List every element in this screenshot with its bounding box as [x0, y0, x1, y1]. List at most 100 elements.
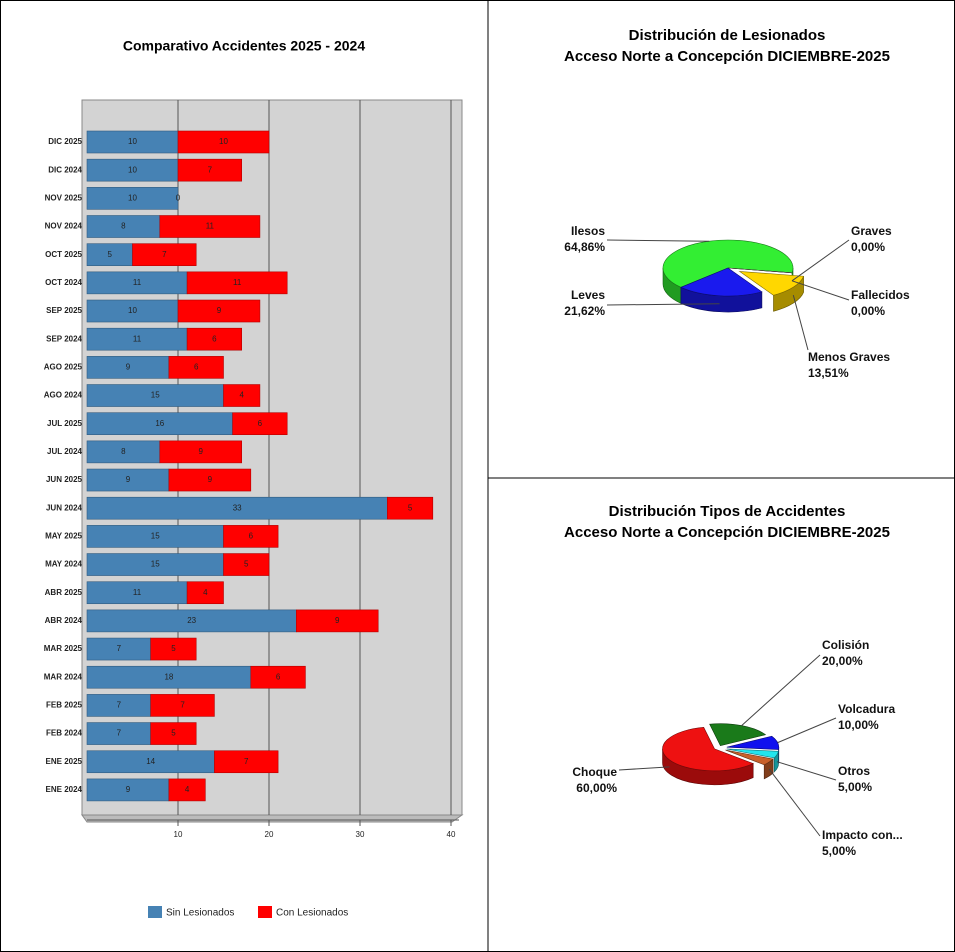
data-label: 9 [126, 362, 131, 371]
data-label: 7 [117, 729, 122, 738]
y-tick-label: NOV 2024 [45, 222, 83, 231]
bar-segment [214, 750, 279, 774]
leader-line [792, 295, 809, 351]
slice-value-label: 5,00% [838, 780, 872, 794]
slice-label: Leves [571, 288, 605, 302]
y-tick-label: SEP 2024 [46, 334, 82, 343]
legend-label: Con Lesionados [276, 908, 348, 919]
leader-line [777, 717, 837, 744]
slice-value-label: 13,51% [808, 366, 849, 380]
slice-value-label: 10,00% [838, 718, 879, 732]
slice-label: Volcadura [838, 702, 895, 716]
data-label: 5 [108, 250, 113, 259]
data-label: 4 [203, 588, 208, 597]
y-tick-label: ABR 2025 [45, 588, 83, 597]
x-tick-label: 40 [447, 830, 456, 839]
slice-label: Fallecidos [851, 288, 910, 302]
leader-line [776, 761, 837, 781]
slice-label: Menos Graves [808, 350, 890, 364]
slice-value-label: 64,86% [564, 240, 605, 254]
data-label: 14 [146, 757, 155, 766]
data-label: 9 [335, 616, 340, 625]
bar-segment [168, 468, 252, 492]
bar-segment [177, 130, 270, 154]
bar-segment [386, 496, 434, 520]
data-label: 33 [233, 503, 242, 512]
data-label: 9 [126, 785, 131, 794]
bar-segment [168, 778, 206, 802]
data-label: 11 [206, 222, 215, 231]
y-tick-label: MAR 2024 [44, 672, 83, 681]
pie-slice [726, 748, 779, 759]
y-tick-label: DIC 2024 [48, 165, 82, 174]
slice-label: Impacto con... [822, 828, 903, 842]
data-label: 11 [133, 588, 142, 597]
bar-segment [186, 581, 224, 605]
data-label: 10 [128, 165, 137, 174]
y-tick-label: ABR 2024 [45, 616, 83, 625]
data-label: 9 [208, 475, 213, 484]
data-label: 10 [128, 306, 137, 315]
legend-label: Sin Lesionados [166, 908, 234, 919]
y-tick-label: OCT 2024 [45, 278, 82, 287]
bar-segment [86, 187, 179, 210]
slice-value-label: 5,00% [822, 844, 856, 858]
data-label: 0 [176, 193, 181, 202]
chart-title: Distribución de Lesionados [629, 27, 826, 44]
data-label: 6 [212, 334, 217, 343]
data-label: 8 [121, 447, 126, 456]
pie-slice [738, 271, 805, 296]
y-tick-label: MAY 2025 [45, 531, 82, 540]
y-tick-label: JUL 2025 [47, 419, 83, 428]
data-label: 9 [217, 306, 222, 315]
leader-line [791, 239, 850, 282]
pie-slice [725, 749, 774, 766]
data-label: 15 [151, 391, 160, 400]
slice-label: Graves [851, 224, 892, 238]
bar-segment [223, 384, 261, 407]
bar-segment [186, 271, 288, 295]
leader-line [768, 768, 821, 837]
data-label: 7 [117, 644, 122, 653]
slice-value-label: 20,00% [822, 654, 863, 668]
data-label: 7 [117, 701, 122, 710]
slice-value-label: 60,00% [576, 781, 617, 795]
data-label: 6 [276, 672, 281, 681]
y-tick-label: NOV 2025 [45, 193, 83, 202]
data-label: 4 [185, 785, 190, 794]
data-label: 7 [208, 165, 213, 174]
x-tick-label: 30 [356, 830, 365, 839]
plot-floor [81, 814, 464, 823]
slice-label: Ilesos [571, 224, 605, 238]
data-label: 16 [155, 419, 164, 428]
data-label: 23 [187, 616, 196, 625]
y-tick-label: FEB 2025 [46, 701, 83, 710]
data-label: 11 [133, 334, 142, 343]
y-tick-label: ENE 2024 [46, 785, 83, 794]
leader-line [791, 280, 850, 301]
bar-segment [159, 215, 261, 238]
pie-slice [727, 267, 793, 274]
leader-line [741, 654, 821, 726]
slice-label: Choque [572, 765, 617, 779]
data-label: 5 [171, 729, 176, 738]
y-tick-label: MAY 2024 [45, 560, 82, 569]
bar-segment [150, 694, 215, 717]
data-label: 5 [171, 644, 176, 653]
data-label: 9 [199, 447, 204, 456]
data-label: 10 [128, 193, 137, 202]
legend-swatch [148, 906, 162, 918]
data-label: 7 [244, 757, 249, 766]
data-label: 7 [180, 701, 185, 710]
data-label: 18 [164, 672, 173, 681]
slice-value-label: 0,00% [851, 304, 885, 318]
slice-label: Colisión [822, 638, 869, 652]
data-label: 8 [121, 222, 126, 231]
data-label: 10 [219, 137, 228, 146]
data-label: 4 [239, 391, 244, 400]
y-tick-label: FEB 2024 [46, 729, 83, 738]
data-label: 6 [194, 362, 199, 371]
y-tick-label: OCT 2025 [45, 250, 82, 259]
chart-title: Distribución Tipos de Accidentes [609, 503, 846, 520]
data-label: 15 [151, 531, 160, 540]
